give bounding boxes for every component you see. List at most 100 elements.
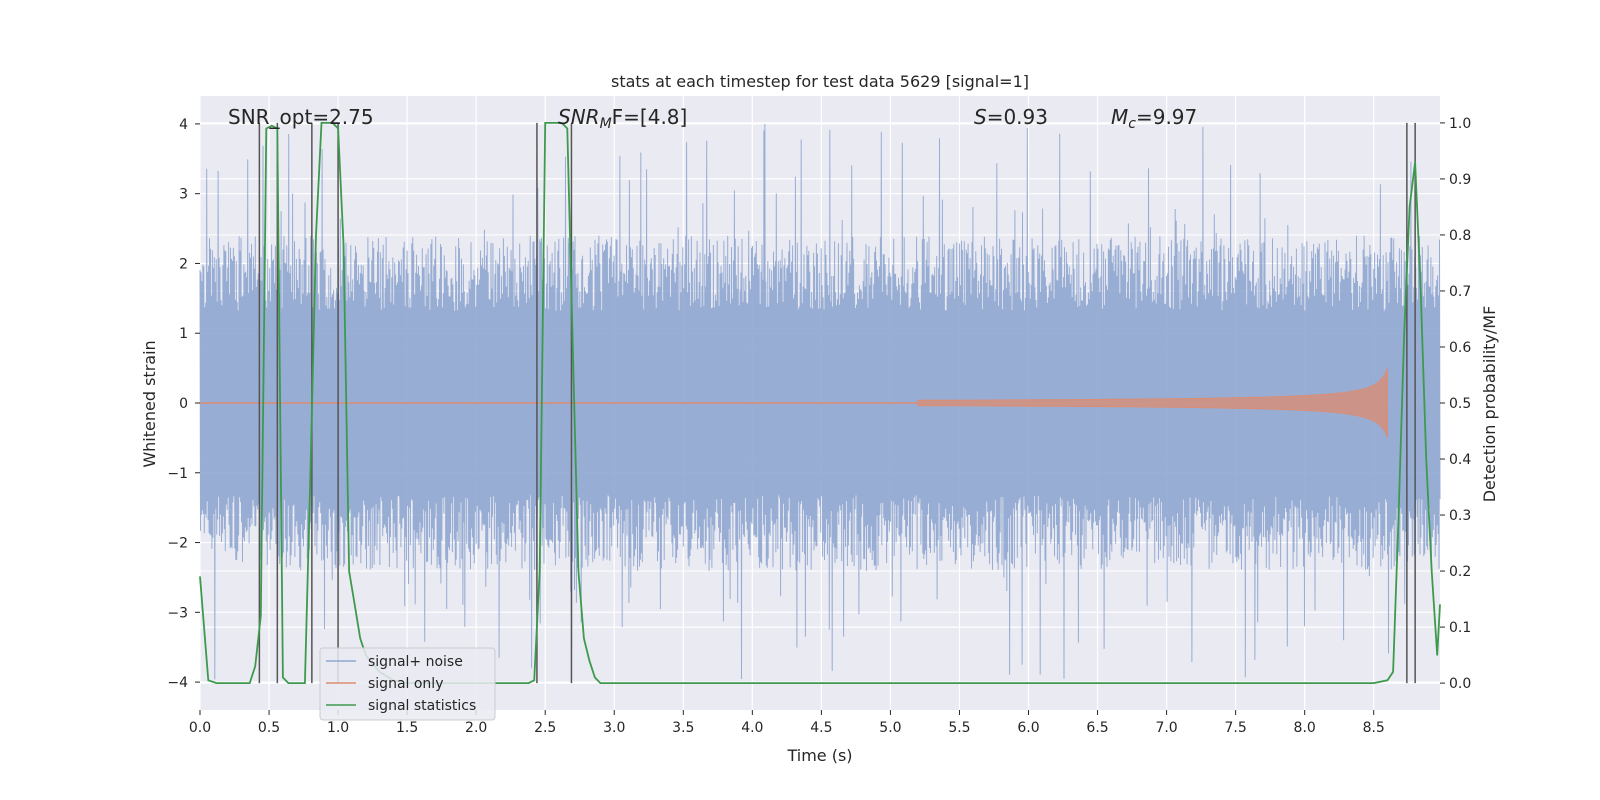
statistics-point: [599, 682, 602, 684]
statistics-point: [561, 122, 563, 124]
statistics-point: [354, 604, 356, 606]
statistics-point: [287, 682, 289, 684]
statistics-point: [889, 682, 892, 684]
statistics-point: [1436, 654, 1438, 656]
x-tick-label: 1.0: [327, 720, 349, 736]
statistics-point: [240, 682, 242, 684]
statistics-point: [309, 469, 312, 471]
y-tick-label: −2: [167, 536, 188, 552]
statistics-point: [254, 665, 256, 667]
x-tick-label: 4.5: [810, 720, 832, 736]
statistics-point: [682, 682, 684, 684]
statistics-point: [249, 682, 251, 684]
x-tick-label: 1.5: [396, 720, 418, 736]
statistics-point: [332, 122, 334, 124]
x-tick-label: 6.5: [1086, 720, 1108, 736]
statistics-point: [359, 637, 361, 639]
statistics-point: [1166, 682, 1168, 684]
x-tick-label: 5.0: [879, 720, 901, 736]
y-tick-label: 1: [179, 326, 188, 342]
statistics-point: [199, 576, 201, 578]
statistics-point: [751, 682, 753, 684]
statistics-point: [820, 682, 823, 684]
chart-title: stats at each timestep for test data 562…: [611, 72, 1029, 91]
statistics-point: [282, 676, 284, 679]
y-right-tick-label: 0.1: [1449, 620, 1471, 636]
statistics-point: [1439, 604, 1441, 606]
statistics-point: [533, 679, 535, 681]
statistics-point: [265, 127, 267, 130]
statistics-point: [583, 637, 585, 639]
statistics-point: [1409, 206, 1411, 208]
legend-label-noise: signal+ noise: [368, 654, 463, 670]
signal-series: [200, 367, 1388, 439]
statistics-point: [1386, 679, 1389, 681]
statistics-point: [606, 682, 608, 684]
x-tick-label: 2.0: [465, 720, 487, 736]
statistics-point: [577, 570, 580, 572]
statistics-point: [539, 570, 541, 572]
y-tick-label: 0: [179, 396, 188, 412]
x-tick-label: 0.5: [258, 720, 280, 736]
statistics-point: [315, 234, 317, 236]
statistics-point: [276, 127, 278, 130]
legend: signal+ noise signal only signal statist…: [319, 647, 496, 721]
annotation-chirp-mass: Mc=9.97: [1111, 105, 1197, 132]
y-right-tick-label: 0.5: [1449, 396, 1471, 412]
y-tick-label: −1: [167, 466, 188, 482]
x-tick-label: 8.5: [1363, 720, 1385, 736]
marker-lines: [258, 122, 1416, 684]
statistics-point: [1431, 570, 1433, 572]
y-right-tick-label: 0.2: [1449, 564, 1471, 580]
x-tick-label: 3.0: [603, 720, 625, 736]
statistics-point: [343, 245, 345, 247]
statistics-point: [1392, 671, 1394, 673]
x-tick-label: 6.0: [1017, 720, 1039, 736]
statistics-point: [216, 682, 218, 684]
y-tick-label: 3: [179, 187, 188, 203]
statistics-point: [337, 127, 339, 130]
y-axis-label: Whitened strain: [140, 340, 159, 467]
statistics-point: [224, 682, 226, 684]
statistics-point: [1027, 682, 1030, 684]
statistics-point: [555, 122, 557, 124]
y-tick-label: −3: [167, 605, 188, 621]
statistics-point: [326, 122, 328, 124]
x-tick-label: 7.5: [1225, 720, 1247, 736]
statistics-point: [271, 125, 273, 127]
statistics-point: [550, 122, 552, 124]
statistics-point: [1414, 161, 1416, 163]
statistics-point: [588, 660, 591, 662]
y-tick-label: 2: [179, 256, 188, 272]
statistics-point: [1097, 682, 1099, 684]
statistics-point: [572, 346, 574, 348]
statistics-point: [260, 615, 262, 617]
statistics-point: [544, 122, 546, 124]
legend-box: [319, 647, 496, 721]
y-axis-right: 1.0 0.9 0.8 0.7 0.6 0.5 0.4 0.3 0.2 0.1 0.0: [1440, 116, 1471, 692]
y-right-tick-label: 0.4: [1449, 452, 1471, 468]
x-tick-label: 7.0: [1155, 720, 1177, 736]
statistics-point: [1398, 514, 1400, 516]
y-right-tick-label: 1.0: [1449, 116, 1471, 132]
statistics-point: [958, 682, 961, 684]
statistics-point: [304, 682, 306, 684]
statistics-point: [1425, 458, 1427, 460]
statistics-point: [566, 127, 568, 130]
y-right-tick-label: 0.0: [1449, 676, 1471, 692]
y-tick-label: −4: [167, 675, 188, 691]
x-tick-label: 0.0: [189, 720, 211, 736]
statistics-point: [528, 682, 530, 684]
x-tick-label: 5.5: [948, 720, 970, 736]
x-tick-label: 8.0: [1294, 720, 1316, 736]
y-right-tick-label: 0.6: [1449, 340, 1471, 356]
statistics-point: [320, 122, 323, 124]
statistics-point: [207, 679, 209, 681]
y-tick-label: 4: [179, 117, 188, 133]
y-right-tick-label: 0.3: [1449, 508, 1471, 524]
statistics-point: [348, 570, 350, 572]
statistics-point: [293, 682, 295, 684]
legend-label-signal: signal only: [368, 676, 443, 692]
y-axis-right-label: Detection probability/MF: [1480, 306, 1499, 503]
